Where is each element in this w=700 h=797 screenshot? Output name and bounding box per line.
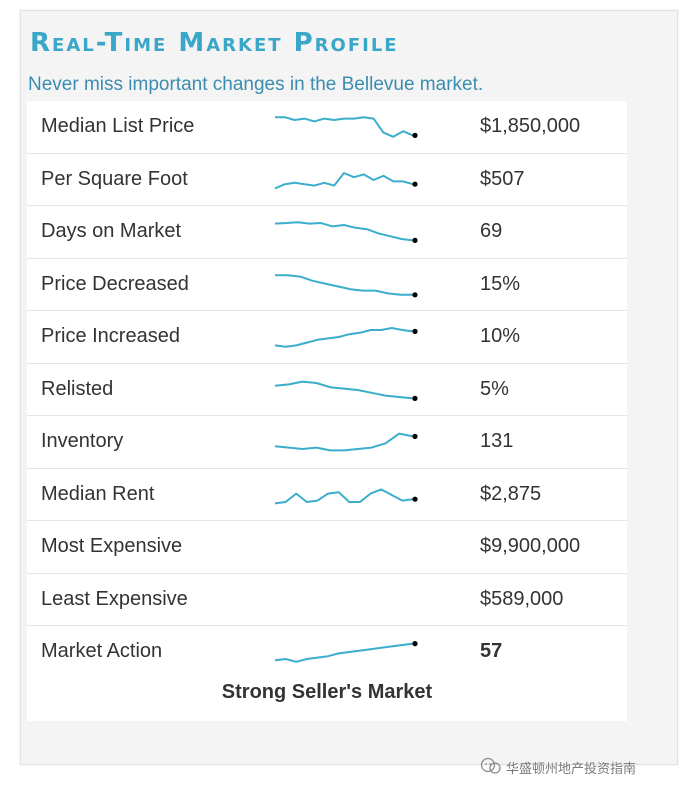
sparkline-path <box>275 273 413 296</box>
row-label: Days on Market <box>41 220 182 242</box>
sparkline-path <box>274 487 414 504</box>
row-label: Most Expensive <box>41 535 183 557</box>
row-value: 131 <box>480 430 514 452</box>
row-value: $2,875 <box>480 482 542 505</box>
sparkline-end-dot <box>412 496 418 502</box>
table-row: Price Decreased 15% <box>27 259 627 311</box>
sparkline-end-dot <box>412 433 418 439</box>
sparkline <box>275 273 418 297</box>
row-value: 15% <box>480 272 521 295</box>
sparkline-end-dot <box>412 181 418 187</box>
sparkline <box>274 221 418 243</box>
sparkline-end-dot <box>412 641 418 647</box>
page-subtitle: Never miss important changes in the Bell… <box>28 74 484 95</box>
table-row: Least Expensive $589,000 <box>27 574 627 626</box>
sparkline-path <box>274 171 414 189</box>
table-row: Most Expensive $9,900,000 <box>27 521 627 574</box>
watermark-text: 华盛顿州地产投资指南 <box>506 762 637 777</box>
table-row: Median Rent $2,875 <box>27 469 627 521</box>
row-value: $1,850,000 <box>480 115 581 137</box>
sparkline <box>274 380 418 401</box>
sparkline <box>274 327 418 348</box>
market-action-label: Market Action <box>41 640 163 662</box>
row-value: $507 <box>480 167 525 190</box>
row-label: Price Increased <box>41 325 180 347</box>
market-status: Strong Seller's Market <box>221 681 433 703</box>
row-label: Median List Price <box>41 115 195 137</box>
sparkline <box>274 487 418 504</box>
row-label: Inventory <box>41 430 124 452</box>
market-table: Median List Price $1,850,000 Per Square Fo… <box>27 101 627 721</box>
row-label: Relisted <box>41 377 114 400</box>
sparkline <box>275 116 418 138</box>
row-label: Price Decreased <box>41 272 189 295</box>
sparkline-path <box>275 116 414 138</box>
row-value: $589,000 <box>480 587 564 610</box>
table-row: Days on Market 69 <box>27 206 627 259</box>
sparkline-path <box>274 642 414 663</box>
row-label: Least Expensive <box>41 587 188 610</box>
table-row: Per Square Foot $507 <box>27 154 627 206</box>
market-action-row: Market Action 57 Strong Seller's Market <box>27 626 627 721</box>
sparkline-end-dot <box>412 395 418 401</box>
row-label: Median Rent <box>41 482 155 505</box>
page-title: Real-Time Market Profile <box>30 28 399 58</box>
sparkline-end-dot <box>412 328 418 334</box>
sparkline-end-dot <box>412 291 418 297</box>
sparkline-end-dot <box>412 132 418 138</box>
sparkline-path <box>274 327 414 348</box>
sparkline-end-dot <box>412 237 418 243</box>
sparkline <box>274 432 418 452</box>
market-action-value: 57 <box>480 640 503 662</box>
wechat-icon <box>480 757 501 774</box>
row-value: 5% <box>480 377 509 400</box>
market-action-sparkline <box>274 641 418 663</box>
sparkline-path <box>274 221 414 242</box>
table-row: Median List Price $1,850,000 <box>27 101 627 154</box>
table-row: Price Increased 10% <box>27 311 627 364</box>
row-value: $9,900,000 <box>480 535 581 557</box>
row-value: 69 <box>480 220 503 242</box>
row-value: 10% <box>480 325 521 347</box>
sparkline-path <box>274 380 414 399</box>
sparkline <box>274 171 418 189</box>
table-row: Inventory 131 <box>27 416 627 469</box>
sparkline-path <box>274 432 414 452</box>
row-label: Per Square Foot <box>41 167 188 190</box>
table-row: Relisted 5% <box>27 364 627 416</box>
